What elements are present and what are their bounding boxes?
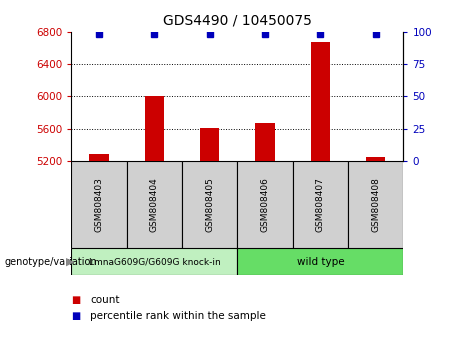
Bar (237, 248, 403, 275)
Text: GSM808405: GSM808405 (205, 177, 214, 232)
Text: genotype/variation: genotype/variation (5, 257, 97, 267)
Text: ■: ■ (71, 311, 81, 321)
Bar (127, 161, 182, 248)
Bar (366, 156, 385, 161)
Text: GSM808408: GSM808408 (371, 177, 380, 232)
Text: ▶: ▶ (66, 257, 74, 267)
Text: GSM808407: GSM808407 (316, 177, 325, 232)
Title: GDS4490 / 10450075: GDS4490 / 10450075 (163, 14, 312, 28)
Bar (311, 41, 330, 161)
Text: wild type: wild type (296, 257, 344, 267)
Text: count: count (90, 295, 119, 305)
Bar (237, 161, 293, 248)
Bar (255, 123, 275, 161)
Bar (182, 161, 237, 248)
Text: percentile rank within the sample: percentile rank within the sample (90, 311, 266, 321)
Bar (348, 161, 403, 248)
Bar (71, 161, 127, 248)
Bar (71, 248, 237, 275)
Text: GSM808403: GSM808403 (95, 177, 104, 232)
Bar (89, 154, 109, 161)
Text: ■: ■ (71, 295, 81, 305)
Text: GSM808406: GSM808406 (260, 177, 270, 232)
Text: GSM808404: GSM808404 (150, 177, 159, 232)
Bar (293, 161, 348, 248)
Bar (200, 128, 219, 161)
Bar (145, 97, 164, 161)
Text: LmnaG609G/G609G knock-in: LmnaG609G/G609G knock-in (89, 257, 220, 266)
